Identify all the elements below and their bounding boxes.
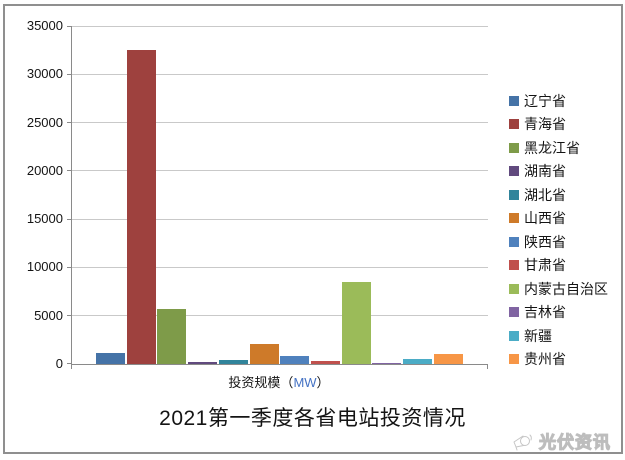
megaphone-icon	[513, 434, 532, 450]
watermark-text: 光伏资讯	[539, 433, 611, 453]
legend-label: 内蒙古自治区	[524, 280, 608, 297]
legend-label: 黑龙江省	[524, 139, 580, 156]
gridline-30000	[72, 73, 488, 75]
y-axis-label-0: 0	[55, 356, 63, 371]
legend-swatch	[509, 307, 519, 318]
legend-label: 贵州省	[524, 351, 566, 368]
y-axis-label-10000: 10000	[26, 259, 63, 275]
legend-item-青海省: 青海省	[509, 113, 608, 137]
gridline-15000	[72, 218, 488, 220]
chart-title: 2021第一季度各省电站投资情况	[159, 407, 466, 430]
legend-item-陕西省: 陕西省	[509, 230, 608, 254]
legend-item-湖北省: 湖北省	[509, 183, 608, 207]
y-axis-tick-25000	[67, 122, 72, 124]
bar-内蒙古自治区	[341, 281, 371, 364]
x-axis-tick-right	[487, 364, 488, 369]
y-axis-tick-30000	[67, 73, 72, 75]
bar-辽宁省	[96, 353, 125, 364]
y-axis-tick-10000	[67, 266, 72, 268]
y-axis-tick-5000	[67, 315, 72, 317]
legend-item-甘肃省: 甘肃省	[509, 254, 608, 278]
bar-陕西省	[280, 356, 310, 364]
legend-swatch	[509, 236, 519, 247]
legend: 辽宁省青海省黑龙江省湖南省湖北省山西省陕西省甘肃省内蒙古自治区 吉林省新疆贵州省	[509, 89, 608, 371]
bar-湖北省	[218, 359, 248, 364]
y-axis-label-5000: 5000	[34, 307, 63, 323]
gridline-25000	[72, 122, 488, 124]
legend-swatch	[509, 166, 519, 177]
legend-swatch	[509, 189, 519, 200]
gridline-5000	[72, 315, 488, 317]
legend-item-湖南省: 湖南省	[509, 160, 608, 184]
bar-山西省	[249, 343, 279, 364]
y-axis-label-25000: 25000	[26, 114, 63, 130]
legend-item-黑龙江省: 黑龙江省	[509, 136, 608, 160]
legend-label: 甘肃省	[524, 257, 566, 274]
bar-贵州省	[433, 354, 463, 364]
legend-swatch	[509, 95, 519, 106]
legend-label: 湖南省	[524, 163, 566, 180]
legend-swatch	[509, 330, 519, 341]
legend-item-内蒙古自治区: 内蒙古自治区	[509, 277, 608, 301]
legend-item-新疆: 新疆	[509, 324, 608, 348]
legend-label: 青海省	[524, 116, 566, 133]
legend-label: 湖北省	[524, 186, 566, 203]
bar-黑龙江省	[157, 309, 187, 364]
y-axis-label-20000: 20000	[26, 162, 63, 178]
bar-湖南省	[188, 362, 218, 364]
legend-label: 山西省	[524, 210, 566, 227]
bar-吉林省	[372, 362, 402, 364]
legend-swatch	[509, 283, 519, 294]
x-axis-tick-left	[71, 364, 72, 369]
y-axis-tick-0	[67, 363, 72, 364]
bar-新疆	[403, 359, 432, 364]
y-axis-tick-35000	[67, 25, 72, 27]
legend-swatch	[509, 213, 519, 224]
x-axis-title-unit: MW	[293, 375, 317, 390]
y-axis-tick-15000	[67, 218, 72, 220]
legend-swatch	[509, 260, 519, 271]
bar-甘肃省	[310, 361, 340, 364]
legend-item-贵州省: 贵州省	[509, 348, 608, 372]
y-axis-label-30000: 30000	[26, 66, 63, 82]
y-axis-label-35000: 35000	[26, 18, 63, 33]
x-axis-title-prefix: 投资规模（	[228, 375, 294, 390]
legend-swatch	[509, 142, 519, 153]
watermark: 光伏资讯	[510, 428, 611, 453]
y-axis-label-15000: 15000	[26, 211, 63, 227]
bar-青海省	[126, 50, 156, 364]
legend-swatch	[509, 119, 519, 130]
gridline-35000	[72, 25, 488, 27]
x-axis-title: 投资规模（MW）	[71, 372, 487, 391]
y-axis-labels: 0 5000 10000 15000 20000 25000 30000 35000	[0, 19, 63, 371]
legend-item-山西省: 山西省	[509, 207, 608, 231]
legend-label: 新疆	[524, 327, 552, 344]
legend-label: 陕西省	[524, 233, 566, 250]
gridline-10000	[72, 266, 488, 268]
legend-label: 辽宁省	[524, 92, 566, 109]
legend-item-辽宁省: 辽宁省	[509, 89, 608, 113]
legend-item-吉林省: 吉林省	[509, 301, 608, 325]
plot-area	[67, 25, 488, 369]
gridline-20000	[72, 170, 488, 172]
legend-swatch	[509, 354, 519, 365]
y-axis-tick-20000	[67, 170, 72, 172]
x-axis-title-suffix: ）	[316, 375, 330, 390]
legend-label: 吉林省	[524, 304, 566, 321]
